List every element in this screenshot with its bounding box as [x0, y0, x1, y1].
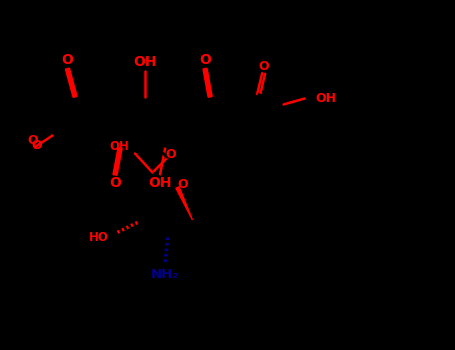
Text: O: O [109, 176, 121, 190]
Text: O: O [177, 177, 188, 190]
Text: OH: OH [133, 55, 157, 69]
Polygon shape [176, 187, 192, 220]
Text: O: O [61, 54, 73, 68]
Text: NH₂: NH₂ [151, 268, 179, 281]
Text: O: O [166, 148, 177, 161]
Text: OH: OH [148, 176, 172, 190]
Text: O: O [31, 139, 42, 152]
Text: O: O [259, 60, 269, 72]
Text: OH: OH [316, 92, 337, 105]
Text: OH: OH [109, 140, 129, 153]
Text: O: O [199, 54, 211, 68]
Text: O: O [27, 133, 38, 147]
Text: HO: HO [89, 231, 109, 244]
